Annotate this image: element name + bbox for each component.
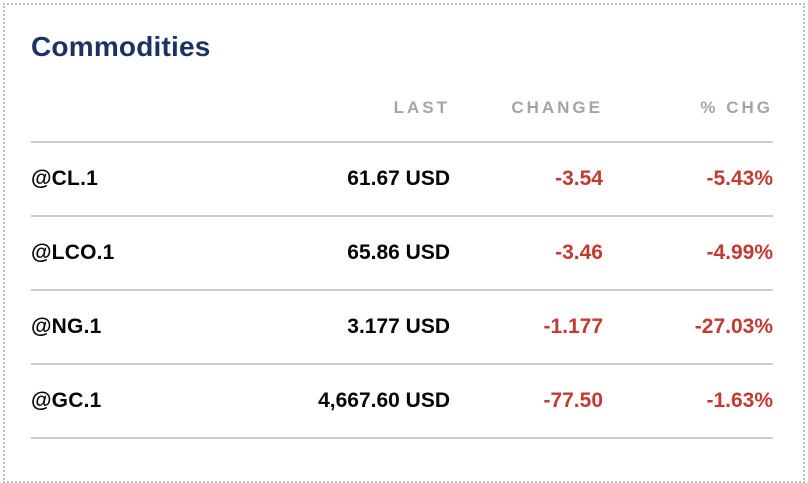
header-last: LAST (393, 98, 450, 117)
symbol-link[interactable]: @GC.1 (31, 389, 102, 412)
quote-table: LAST CHANGE % CHG @CL.1 61.67 USD -3.54 … (31, 63, 773, 439)
pct-chg-value: -1.63% (706, 389, 773, 412)
commodities-card: Commodities LAST CHANGE % CHG @CL.1 61.6… (3, 3, 805, 483)
change-value: -77.50 (543, 389, 603, 412)
card-content: Commodities LAST CHANGE % CHG @CL.1 61.6… (5, 31, 803, 439)
change-value: -3.46 (555, 241, 603, 264)
pct-chg-value: -27.03% (694, 315, 773, 338)
pct-chg-value: -4.99% (706, 241, 773, 264)
table-row: @GC.1 4,667.60 USD -77.50 -1.63% (31, 365, 773, 439)
change-value: -3.54 (555, 167, 603, 190)
module-title: Commodities (31, 31, 211, 62)
header-change: CHANGE (511, 98, 603, 117)
symbol-link[interactable]: @LCO.1 (31, 241, 115, 264)
header-pct-chg: % CHG (700, 98, 773, 117)
table-header-row: LAST CHANGE % CHG (31, 63, 773, 143)
symbol-link[interactable]: @CL.1 (31, 167, 98, 190)
change-value: -1.177 (543, 315, 603, 338)
table-row: @NG.1 3.177 USD -1.177 -27.03% (31, 291, 773, 365)
table-row: @LCO.1 65.86 USD -3.46 -4.99% (31, 217, 773, 291)
table-row: @CL.1 61.67 USD -3.54 -5.43% (31, 143, 773, 217)
pct-chg-value: -5.43% (706, 167, 773, 190)
last-value: 3.177 USD (347, 315, 450, 338)
last-value: 61.67 USD (347, 167, 450, 190)
last-value: 65.86 USD (347, 241, 450, 264)
last-value: 4,667.60 USD (318, 389, 450, 412)
symbol-link[interactable]: @NG.1 (31, 315, 102, 338)
